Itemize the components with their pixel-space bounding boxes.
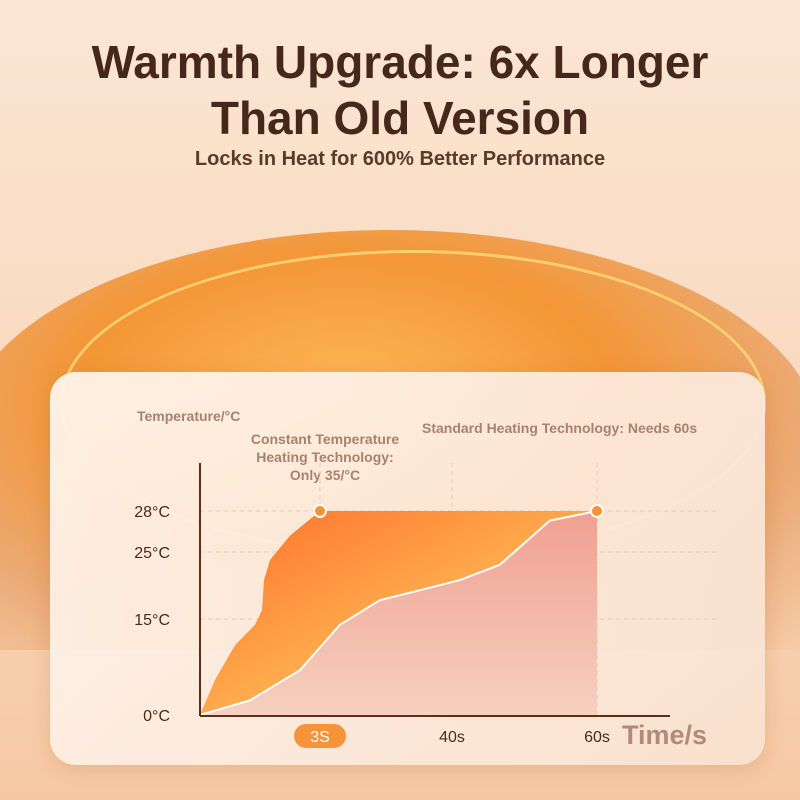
- data-point-marker: [313, 504, 327, 518]
- x-tick-label: 40s: [439, 729, 465, 746]
- series-standard-line: [199, 510, 598, 716]
- y-axis-label: Temperature/°C: [137, 408, 241, 424]
- y-tick-label: 15°C: [134, 612, 170, 629]
- x-axis-label: Time/s: [622, 720, 708, 750]
- data-point-marker: [590, 504, 604, 518]
- annotation-standard: Standard Heating Technology: Needs 60s: [422, 420, 698, 436]
- x-tick-label: 3S: [310, 729, 330, 746]
- series-standard-area: [200, 511, 597, 715]
- y-tick-label: 28°C: [134, 504, 170, 521]
- page-title: Warmth Upgrade: 6x Longer Than Old Versi…: [91, 36, 709, 144]
- y-tick-label: 0°C: [143, 708, 170, 725]
- y-tick-label: 25°C: [134, 545, 170, 562]
- page-subtitle: Locks in Heat for 600% Better Performanc…: [194, 148, 606, 170]
- x-tick-label: 60s: [584, 729, 610, 746]
- x-tick-highlight: [294, 724, 346, 748]
- annotation-constant: Constant Temperature Heating Technology:…: [250, 431, 400, 483]
